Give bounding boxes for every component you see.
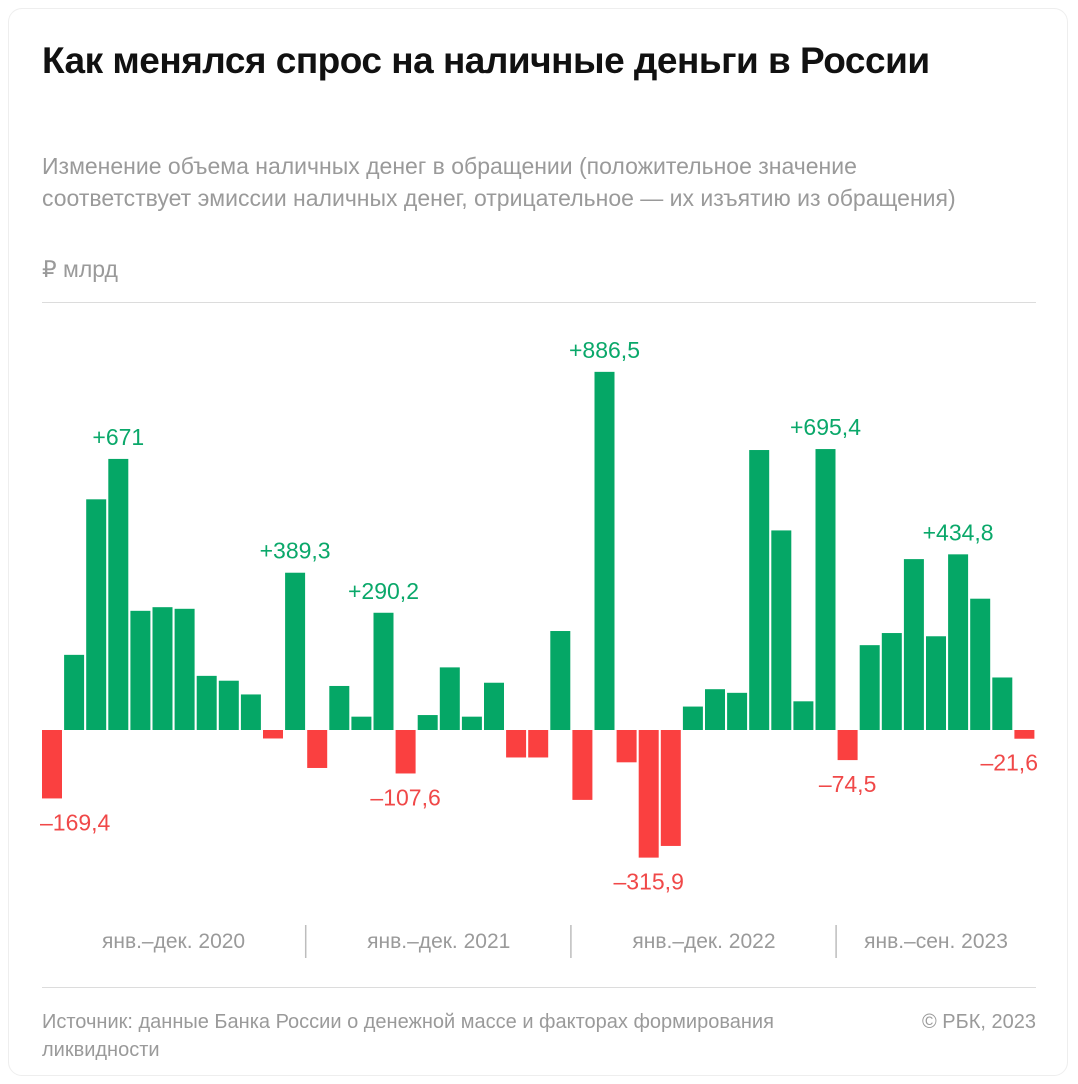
data-label: +389,3 — [260, 538, 331, 564]
chart-title: Как менялся спрос на наличные деньги в Р… — [42, 40, 930, 81]
data-label: –21,6 — [980, 750, 1038, 776]
group-label: янв.–дек. 2022 — [632, 930, 775, 953]
bottom-divider — [42, 987, 1036, 988]
bar — [705, 689, 725, 730]
bar — [461, 716, 482, 730]
copyright: © РБК, 2023 — [921, 1011, 1036, 1033]
bar — [196, 675, 217, 730]
bar — [638, 730, 659, 858]
source-note: Источник: данные Банка России о денежной… — [42, 1011, 774, 1061]
bar — [506, 730, 527, 758]
data-label: –74,5 — [819, 771, 877, 797]
bar — [815, 449, 836, 730]
bar — [837, 730, 858, 761]
data-label: –107,6 — [370, 784, 440, 810]
bar — [881, 633, 902, 730]
bar — [395, 730, 416, 774]
bar — [42, 730, 62, 799]
bar — [64, 654, 85, 730]
bar — [903, 559, 924, 730]
bar — [351, 716, 372, 730]
bar — [793, 701, 814, 730]
group-label: янв.–сен. 2023 — [864, 930, 1008, 953]
bar — [970, 598, 991, 730]
group-label: янв.–дек. 2020 — [102, 930, 245, 953]
bar — [329, 685, 350, 730]
bar — [682, 706, 703, 730]
bar — [1014, 730, 1035, 739]
data-label: +434,8 — [923, 519, 994, 545]
bar — [727, 692, 748, 730]
data-label: +695,4 — [790, 414, 861, 440]
bar — [616, 730, 637, 763]
bar — [528, 730, 549, 758]
bar — [439, 667, 460, 730]
bar — [373, 612, 394, 730]
bar — [859, 645, 880, 730]
data-label: +290,2 — [348, 578, 419, 604]
bar — [152, 607, 173, 730]
bar — [992, 677, 1013, 730]
bar — [572, 730, 593, 800]
data-label: +886,5 — [569, 337, 640, 363]
bar — [749, 450, 770, 730]
bar — [174, 608, 195, 730]
bar — [926, 636, 946, 730]
data-label: –315,9 — [614, 869, 684, 895]
chart-subtitle: Изменение объема наличных денег в обраще… — [42, 153, 956, 211]
bar — [484, 682, 504, 730]
data-label: –169,4 — [40, 809, 111, 835]
bar — [285, 572, 306, 730]
group-label: янв.–дек. 2021 — [367, 930, 510, 953]
bar — [108, 458, 129, 730]
bar — [307, 730, 328, 768]
chart-card — [8, 8, 1068, 1076]
bar — [263, 730, 283, 739]
bar — [771, 530, 792, 730]
data-label: +671 — [92, 424, 144, 450]
bar — [240, 694, 261, 730]
bar — [86, 499, 107, 730]
bar — [594, 371, 615, 730]
bar — [660, 730, 681, 846]
bar — [417, 715, 438, 730]
bar — [130, 610, 151, 730]
unit-label: ₽ млрд — [42, 256, 118, 282]
bar-chart: –169,4 +671 +389,3 +290,2 –107,6 +886,5 –315,9… — [40, 337, 1038, 958]
top-divider — [42, 302, 1036, 303]
bar — [550, 631, 571, 730]
bar — [218, 680, 239, 730]
bar — [948, 554, 969, 730]
